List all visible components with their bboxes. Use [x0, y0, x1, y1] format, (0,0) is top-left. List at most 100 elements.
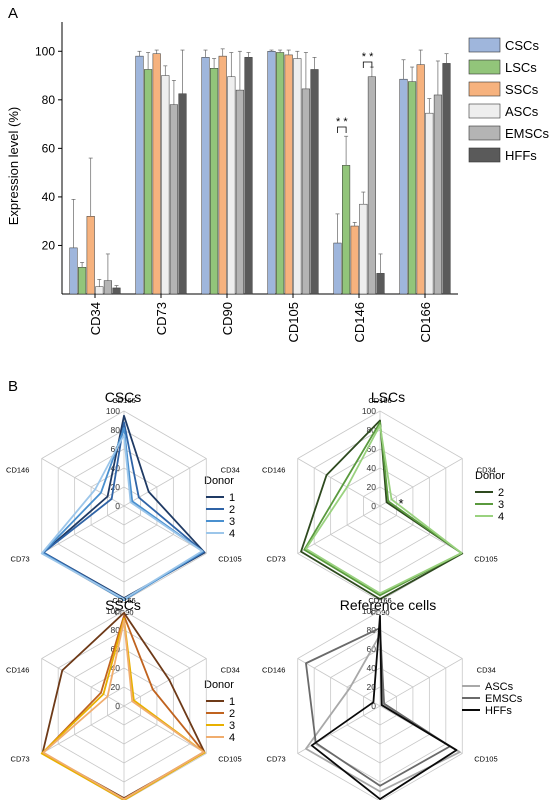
bar — [425, 112, 434, 295]
radar-tick-label: 100 — [106, 406, 120, 416]
bar — [442, 63, 451, 295]
bar — [135, 55, 144, 295]
bar — [342, 165, 351, 295]
significance-bracket — [362, 61, 373, 68]
bar — [376, 273, 385, 295]
radar-tick-label: 60 — [367, 444, 377, 454]
bar — [408, 81, 417, 295]
legend-label: 2 — [229, 504, 235, 516]
radar-series — [303, 421, 463, 597]
bar — [284, 54, 293, 295]
legend-label: HFFs — [505, 148, 537, 163]
bar-chart: Expression level (%) 20 40 60 80 100 CD34 CD73… — [6, 22, 549, 342]
radar-axis-label: CD166 — [112, 596, 135, 605]
legend-swatch — [468, 147, 501, 163]
bar — [218, 55, 227, 295]
radar-tick-label: 0 — [115, 701, 120, 711]
legend-swatch — [468, 59, 501, 75]
radar-tick-label: 20 — [367, 482, 377, 492]
legend-label: LSCs — [505, 60, 537, 75]
radar-tick-label: 20 — [111, 482, 121, 492]
radar-axis-label: CD166 — [368, 396, 391, 405]
x-tick-label: CD105 — [286, 302, 301, 342]
radar-axis-label: CD34 — [477, 666, 496, 675]
bar — [86, 216, 95, 295]
y-tick-label: 100 — [35, 44, 55, 58]
radar-spoke — [297, 705, 381, 754]
radar-spoke — [297, 458, 381, 507]
bar — [244, 57, 253, 295]
bar — [367, 76, 376, 295]
bar — [95, 286, 104, 295]
y-tick-label: 20 — [42, 238, 56, 252]
radar-axis-label: CD105 — [218, 755, 241, 764]
radar-axis-label: CD166 — [112, 396, 135, 405]
radar-spoke — [379, 658, 463, 707]
bar — [301, 88, 310, 295]
radar-spoke — [297, 658, 381, 707]
legend-label: 2 — [498, 487, 504, 499]
radar-chart-cscs: CSCs Donor 020406080100CD166CD34CD105CD9… — [6, 389, 242, 617]
radar-tick-label: 0 — [371, 701, 376, 711]
legend-title: Donor — [204, 679, 234, 691]
radar-axis-label: CD166 — [368, 596, 391, 605]
radar-axis-label: CD105 — [218, 555, 241, 564]
panel-a-label: A — [8, 5, 18, 22]
legend-label: SSCs — [505, 82, 539, 97]
legend-title: Donor — [204, 475, 234, 487]
radar-grid — [297, 410, 463, 602]
radar-series — [42, 619, 205, 800]
radar-tick-label: 100 — [362, 606, 376, 616]
radar-series — [40, 617, 206, 800]
legend-label: 2 — [229, 708, 235, 720]
legend-swatch — [468, 81, 501, 97]
radar-series — [41, 427, 204, 601]
radar-spoke — [123, 705, 207, 754]
bar — [210, 68, 219, 295]
radar-series — [300, 419, 464, 600]
radar-axis-label: CD73 — [267, 555, 286, 564]
legend-label: 3 — [229, 516, 235, 528]
x-tick-label: CD73 — [154, 302, 169, 335]
bar — [293, 58, 302, 295]
panel-b-label: B — [8, 378, 18, 395]
legend-label: EMSCs — [505, 126, 549, 141]
radar-tick-label: 40 — [367, 663, 377, 673]
x-tick-label: CD146 — [352, 302, 367, 342]
radar-grid — [41, 410, 207, 602]
significance-label: * * — [362, 51, 374, 63]
bar — [359, 203, 368, 295]
radar-axis-label: CD73 — [11, 755, 30, 764]
radar-axis-label: CD146 — [262, 666, 285, 675]
radar-tick-label: 80 — [367, 625, 377, 635]
legend-label: 3 — [229, 720, 235, 732]
y-tick-label: 40 — [42, 190, 56, 204]
bar — [333, 242, 342, 295]
bar — [112, 287, 121, 295]
radar-spoke — [41, 458, 125, 507]
y-tick-label: 60 — [42, 141, 56, 155]
radar-spoke — [123, 458, 207, 507]
radar-spoke — [123, 658, 207, 707]
radar-spoke — [297, 505, 381, 554]
bar — [78, 267, 87, 295]
y-tick-label: 80 — [42, 93, 56, 107]
radar-axis-label: CD34 — [221, 466, 240, 475]
bar — [399, 78, 408, 295]
bar — [235, 89, 244, 295]
legend-label: CSCs — [505, 38, 539, 53]
radar-tick-label: 20 — [111, 682, 121, 692]
radar-spoke — [41, 705, 125, 754]
bar — [161, 75, 170, 295]
legend-label: 4 — [229, 528, 235, 540]
y-axis-label: Expression level (%) — [6, 107, 21, 226]
legend-label: 4 — [229, 732, 235, 744]
radar-series — [305, 627, 451, 787]
bar — [144, 69, 153, 295]
radar-spoke — [379, 458, 463, 507]
radar-chart-reference-cells: Reference cells 020406080100CD166CD34CD1… — [262, 596, 523, 800]
radar-tick-label: 80 — [111, 425, 121, 435]
bar — [227, 76, 236, 295]
bar — [416, 64, 425, 295]
x-tick-label: CD34 — [88, 302, 103, 335]
